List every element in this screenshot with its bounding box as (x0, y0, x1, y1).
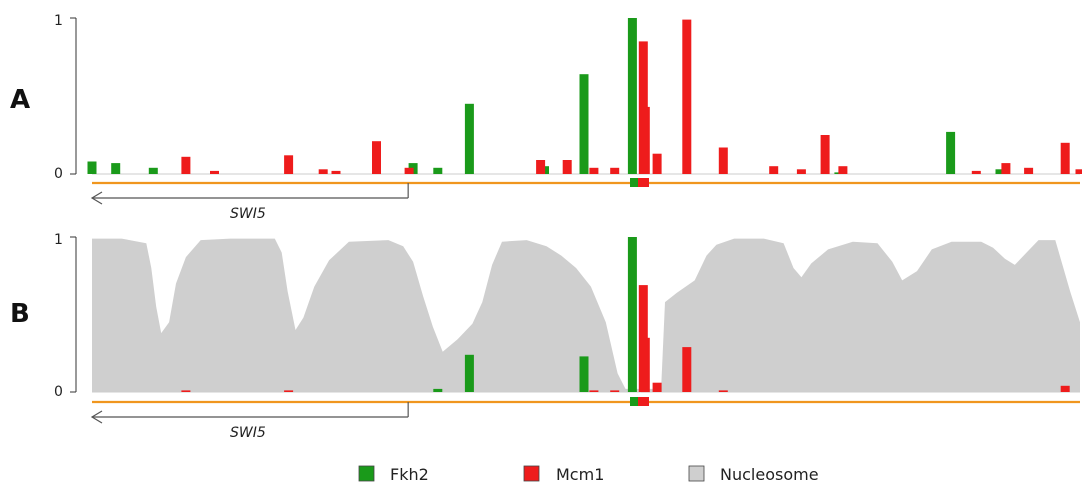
panel-b-gene-label: SWI5 (230, 425, 266, 441)
panel-a-motif-marker-fkh2 (630, 178, 638, 187)
panel-b-bar-mcm1-8 (718, 390, 728, 392)
panel-a-bar-mcm1-6 (404, 167, 414, 174)
panel-a-bar-mcm1-21 (1001, 163, 1011, 174)
panel-b: B 1 0 SWI5 (10, 232, 1080, 441)
legend-item-mcm1: Mcm1 (523, 465, 604, 482)
panel-b-letter: B (10, 299, 30, 329)
panel-a-bar-fkh2-1 (111, 163, 121, 174)
panel-b-nucleosome-area (92, 238, 1080, 392)
legend-item-fkh2: Fkh2 (358, 465, 429, 482)
panel-a-bar-mcm1-15 (718, 147, 728, 174)
panel-a-bar-mcm1-20 (971, 170, 981, 174)
panel-a-ytick-max: 1 (54, 13, 63, 29)
legend-label-mcm1: Mcm1 (556, 465, 604, 482)
panel-b-bar-fkh2-0 (433, 388, 443, 392)
panel-a-motif-marker-mcm1 (638, 178, 649, 187)
panel-b-bar-fkh2-3 (627, 237, 637, 392)
panel-b-ytick-min: 0 (54, 384, 63, 400)
panel-b-bar-mcm1-6 (652, 382, 662, 392)
panel-a-bar-mcm1-5 (372, 141, 381, 174)
panel-b-bar-mcm1-1 (284, 390, 294, 392)
panel-b-bar-fkh2-1 (464, 354, 474, 392)
panel-a-ytick-min: 0 (54, 166, 63, 182)
panel-a-bar-mcm1-13 (652, 153, 662, 174)
panel-a-bar-fkh2-5 (464, 103, 474, 174)
legend-swatch-nucleosome (688, 465, 705, 482)
panel-a-bar-fkh2-7 (579, 74, 589, 174)
panel-a-letter: A (10, 85, 30, 115)
panel-b-gene-arrow-head (90, 410, 103, 424)
panel-b-bar-mcm1-5 (640, 337, 650, 393)
panel-a-bar-mcm1-1 (210, 170, 219, 174)
panel-a-bar-fkh2-2 (148, 167, 158, 174)
panel-a-bar-mcm1-4 (331, 170, 341, 174)
panel-a-bar-fkh2-8 (627, 18, 637, 174)
panel-a-bar-mcm1-23 (1060, 142, 1070, 174)
legend-label-fkh2: Fkh2 (390, 465, 429, 482)
panel-a-bar-mcm1-16 (769, 166, 779, 174)
panel-b-bar-mcm1-9 (1060, 385, 1070, 392)
legend-label-nucleosome: Nucleosome (720, 465, 819, 482)
panel-a-bar-fkh2-11 (995, 169, 1005, 174)
panel-b-bar-mcm1-0 (181, 390, 191, 392)
panel-a: A 1 0 SWI5 (10, 13, 1082, 222)
panel-a-bar-mcm1-24 (1075, 169, 1082, 174)
panel-a-bar-mcm1-7 (536, 160, 546, 174)
panel-b-bar-mcm1-3 (610, 390, 620, 392)
panel-b-bar-fkh2-2 (579, 356, 589, 392)
panel-a-bar-mcm1-2 (284, 155, 294, 174)
panel-a-bar-fkh2-0 (87, 161, 97, 174)
panel-a-bar-mcm1-12 (640, 106, 650, 174)
panel-a-bar-mcm1-10 (610, 167, 620, 174)
panel-b-ytick-max: 1 (54, 232, 63, 248)
panel-a-bar-mcm1-9 (589, 167, 599, 174)
panel-a-bar-mcm1-14 (682, 19, 692, 174)
panel-a-bar-mcm1-0 (181, 156, 191, 174)
panel-b-bar-mcm1-7 (682, 347, 692, 392)
panel-b-motif-marker-mcm1 (638, 397, 649, 406)
panel-a-bar-mcm1-8 (562, 160, 572, 174)
panel-a-gene-arrow-head (90, 191, 103, 205)
legend-item-nucleosome: Nucleosome (688, 465, 819, 482)
legend-swatch-fkh2 (358, 465, 375, 482)
panel-a-bar-mcm1-22 (1024, 167, 1034, 174)
panel-a-bar-mcm1-19 (838, 166, 848, 174)
legend: Fkh2 Mcm1 Nucleosome (358, 465, 819, 482)
panel-a-bar-mcm1-17 (796, 169, 806, 174)
panel-a-bar-mcm1-3 (318, 169, 328, 174)
legend-swatch-mcm1 (523, 465, 540, 482)
panel-a-bar-fkh2-10 (946, 131, 956, 174)
panel-b-motif-marker-fkh2 (630, 397, 638, 406)
panel-a-bar-fkh2-4 (433, 167, 443, 174)
panel-a-bar-mcm1-18 (820, 135, 830, 174)
panel-a-gene-label: SWI5 (230, 206, 266, 222)
panel-b-bar-mcm1-2 (589, 390, 599, 392)
